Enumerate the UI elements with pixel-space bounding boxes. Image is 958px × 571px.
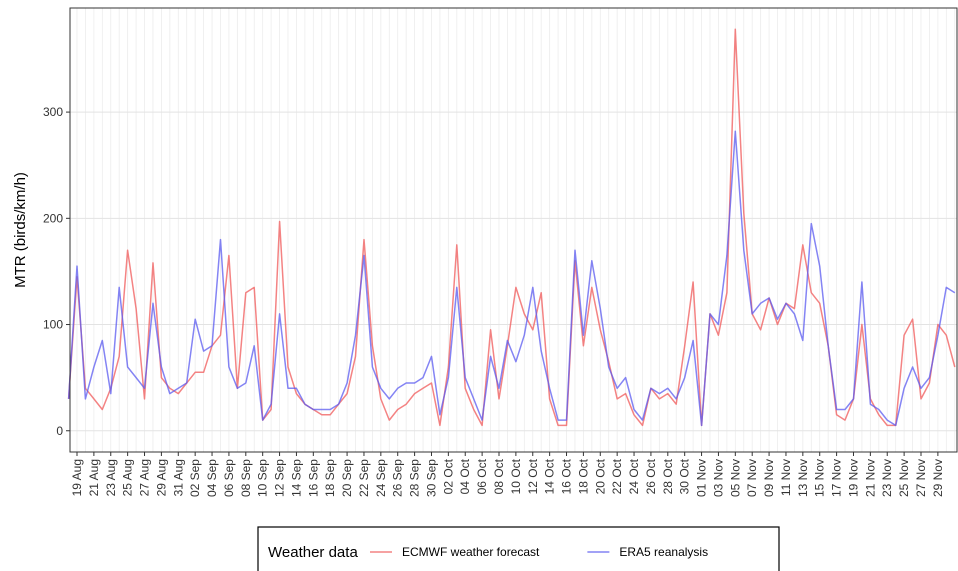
x-tick-label: 08 Oct [492, 458, 506, 494]
legend-label: ERA5 reanalysis [619, 545, 708, 559]
x-tick-label: 24 Sep [374, 459, 388, 497]
x-tick-label: 14 Sep [289, 459, 303, 497]
x-tick-label: 04 Oct [458, 458, 472, 494]
x-tick-label: 27 Nov [914, 459, 928, 497]
x-tick-label: 23 Aug [104, 459, 118, 496]
x-tick-label: 16 Oct [560, 458, 574, 494]
x-tick-label: 13 Nov [796, 459, 810, 497]
series-line [67, 28, 956, 427]
x-tick-label: 18 Oct [576, 458, 590, 494]
x-tick-label: 06 Sep [222, 459, 236, 497]
x-tick-label: 26 Sep [391, 459, 405, 497]
x-tick-label: 05 Nov [728, 459, 742, 497]
x-tick-label: 21 Nov [863, 459, 877, 497]
x-tick-label: 26 Oct [644, 458, 658, 494]
legend-title: Weather data [268, 544, 358, 561]
x-tick-label: 22 Oct [610, 458, 624, 494]
x-tick-label: 21 Aug [87, 459, 101, 496]
x-tick-label: 27 Aug [138, 459, 152, 496]
x-tick-label: 18 Sep [323, 459, 337, 497]
x-tick-label: 15 Nov [813, 459, 827, 497]
x-tick-label: 24 Oct [627, 458, 641, 494]
x-tick-label: 10 Sep [256, 459, 270, 497]
x-tick-label: 17 Nov [830, 459, 844, 497]
y-tick-label: 100 [43, 318, 63, 332]
y-tick-label: 0 [56, 424, 63, 438]
x-tick-label: 29 Aug [154, 459, 168, 496]
x-tick-label: 23 Nov [880, 459, 894, 497]
y-axis-label: MTR (birds/km/h) [12, 172, 29, 288]
x-tick-label: 19 Nov [846, 459, 860, 497]
y-tick-label: 200 [43, 211, 63, 225]
x-tick-label: 14 Oct [543, 458, 557, 494]
x-tick-label: 02 Sep [188, 459, 202, 497]
x-tick-label: 11 Nov [779, 459, 793, 496]
x-tick-label: 02 Oct [441, 458, 455, 494]
x-tick-label: 29 Nov [931, 459, 945, 497]
x-tick-label: 09 Nov [762, 459, 776, 497]
x-tick-label: 31 Aug [171, 459, 185, 496]
x-tick-label: 19 Aug [70, 459, 84, 496]
x-tick-label: 20 Sep [340, 459, 354, 497]
x-tick-label: 04 Sep [205, 459, 219, 497]
grid [70, 8, 957, 452]
x-tick-label: 08 Sep [239, 459, 253, 497]
series-line [67, 130, 956, 427]
x-tick-label: 25 Aug [121, 459, 135, 496]
x-tick-label: 12 Oct [526, 458, 540, 494]
x-tick-label: 10 Oct [509, 458, 523, 494]
x-tick-label: 16 Sep [306, 459, 320, 497]
x-tick-label: 28 Oct [661, 458, 675, 494]
lines [67, 28, 956, 427]
x-tick-label: 25 Nov [897, 459, 911, 497]
x-tick-label: 03 Nov [711, 459, 725, 497]
legend: ECMWF weather forecast ERA5 reanalysis [370, 545, 708, 559]
x-tick-label: 22 Sep [357, 459, 371, 497]
x-tick-label: 30 Oct [678, 458, 692, 494]
x-tick-label: 01 Nov [695, 459, 709, 497]
x-tick-label: 20 Oct [593, 458, 607, 494]
x-tick-label: 28 Sep [408, 459, 422, 497]
x-tick-label: 07 Nov [745, 459, 759, 497]
legend-label: ECMWF weather forecast [402, 545, 540, 559]
x-tick-label: 30 Sep [424, 459, 438, 497]
panel-border [69, 7, 958, 453]
y-tick-label: 300 [43, 105, 63, 119]
legend-box [257, 526, 780, 571]
axes: 0 100 200 300 19 Aug 21 Aug 23 Aug 25 Aug 27 Aug… [43, 105, 945, 497]
x-tick-label: 12 Sep [273, 459, 287, 497]
x-tick-label: 06 Oct [475, 458, 489, 494]
